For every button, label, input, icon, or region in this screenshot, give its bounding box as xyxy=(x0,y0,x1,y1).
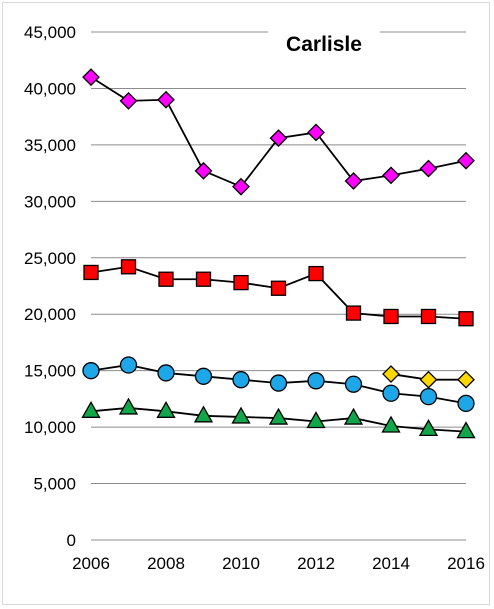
tick-labels: 0 5,000 10,000 15,000 20,000 25,000 30,000 35,0… xyxy=(24,23,485,573)
data-point-square xyxy=(120,259,137,275)
series-diamond-2 xyxy=(382,365,475,389)
y-tick-label: 40,000 xyxy=(24,79,76,98)
data-point-circle xyxy=(82,362,100,380)
x-tick-label: 2014 xyxy=(372,554,410,573)
data-point-circle xyxy=(307,372,325,390)
x-tick-label: 2010 xyxy=(222,554,260,573)
series-circle-3 xyxy=(82,356,475,413)
x-tick-label: 2012 xyxy=(297,554,335,573)
data-point-triangle xyxy=(193,405,214,423)
data-point-triangle xyxy=(343,407,364,425)
data-point-circle xyxy=(269,374,288,392)
data-point-circle xyxy=(119,356,138,374)
data-point-triangle xyxy=(81,400,101,418)
data-point-circle xyxy=(157,364,175,382)
y-tick-label: 25,000 xyxy=(24,249,76,268)
data-point-triangle xyxy=(381,415,401,433)
chart-frame xyxy=(2,2,490,605)
data-point-circle xyxy=(344,375,363,393)
data-point-triangle xyxy=(456,421,476,439)
data-point-square xyxy=(383,308,399,325)
data-point-diamond xyxy=(419,370,438,389)
data-point-diamond xyxy=(307,123,325,142)
data-point-square xyxy=(270,280,287,296)
data-point-square xyxy=(308,265,324,282)
data-point-diamond xyxy=(82,68,100,87)
data-point-diamond xyxy=(382,166,400,185)
x-tick-label: 2006 xyxy=(72,554,110,573)
data-point-circle xyxy=(232,371,250,389)
x-tick-label: 2016 xyxy=(447,554,485,573)
data-point-square xyxy=(233,274,249,291)
y-tick-label: 45,000 xyxy=(24,23,76,42)
data-point-diamond xyxy=(344,172,363,190)
data-point-square xyxy=(345,305,362,321)
series-layer xyxy=(81,68,476,439)
y-tick-label: 10,000 xyxy=(24,418,76,437)
series-square-1 xyxy=(83,259,474,327)
data-point-diamond xyxy=(194,161,213,180)
data-point-square xyxy=(420,308,437,325)
data-point-diamond xyxy=(269,129,288,148)
data-point-circle xyxy=(194,367,213,385)
series-triangle-4 xyxy=(81,397,476,439)
data-point-square xyxy=(158,271,174,287)
data-point-triangle xyxy=(306,411,326,429)
y-tick-label: 5,000 xyxy=(33,475,76,494)
y-tick-label: 30,000 xyxy=(24,192,76,211)
y-tick-label: 15,000 xyxy=(24,362,76,381)
data-point-diamond xyxy=(457,370,475,389)
data-point-triangle xyxy=(268,407,289,425)
x-tick-label: 2008 xyxy=(147,554,185,573)
data-point-triangle xyxy=(231,406,251,424)
data-point-diamond xyxy=(119,91,138,110)
data-point-triangle xyxy=(418,419,439,437)
data-point-triangle xyxy=(118,397,139,415)
y-tick-label: 20,000 xyxy=(24,305,76,324)
data-point-circle xyxy=(457,394,475,413)
data-point-square xyxy=(83,264,99,281)
series-diamond-0 xyxy=(82,68,475,196)
data-point-triangle xyxy=(156,400,176,418)
data-point-diamond xyxy=(232,177,250,196)
data-point-diamond xyxy=(419,159,438,178)
chart-title: Carlisle xyxy=(286,33,362,56)
data-point-diamond xyxy=(457,151,475,170)
data-point-diamond xyxy=(382,365,400,383)
data-point-circle xyxy=(419,387,438,406)
data-point-square xyxy=(195,271,212,287)
y-tick-label: 35,000 xyxy=(24,136,76,155)
data-point-circle xyxy=(382,384,400,402)
data-point-diamond xyxy=(157,90,175,109)
title-background xyxy=(268,28,380,60)
data-point-square xyxy=(458,311,474,327)
y-tick-label: 0 xyxy=(67,531,76,550)
